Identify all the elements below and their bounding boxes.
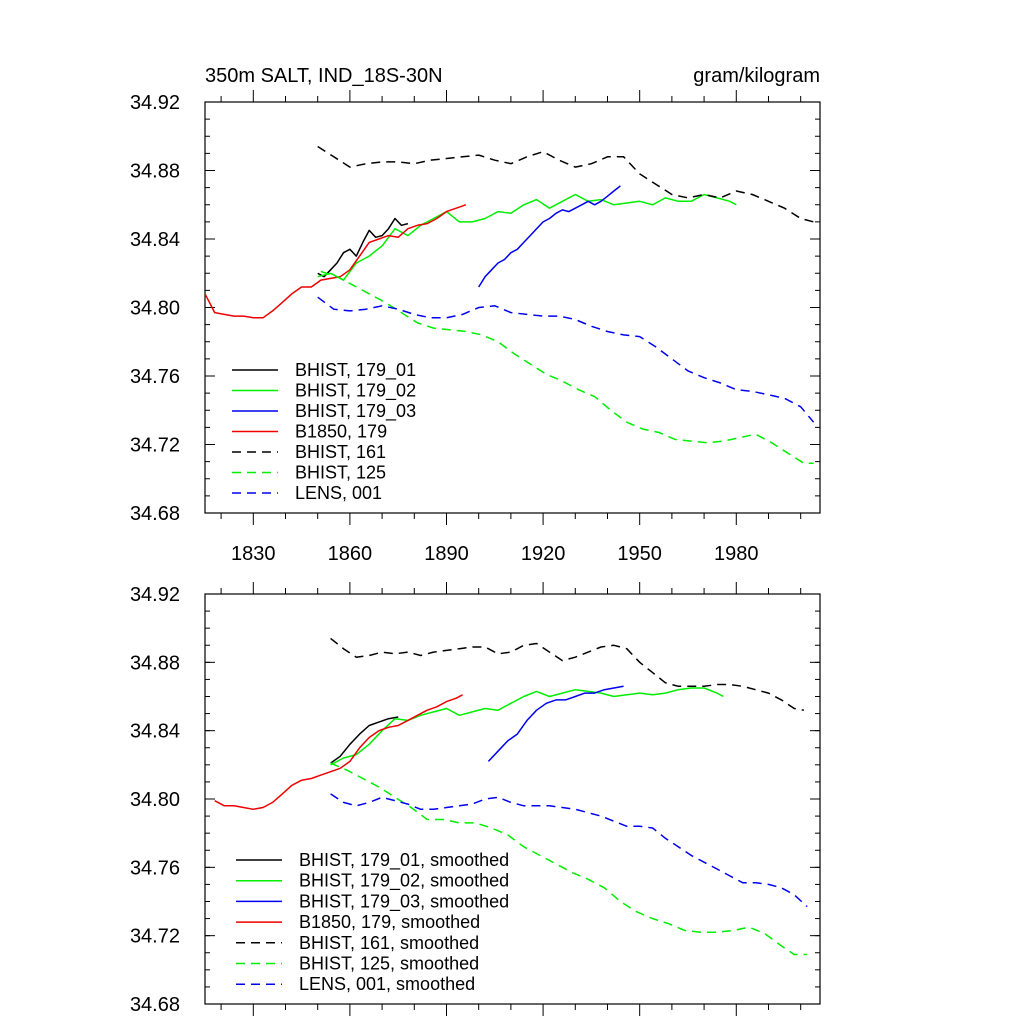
series-line-4 — [214, 694, 463, 811]
bottom-panel: 34.68 34.72 34.76 34.80 34.84 34.88 34.92 BHIST… — [130, 582, 821, 1016]
y-tick-label: 34.88 — [130, 161, 180, 183]
series-line-6 — [330, 762, 808, 956]
series-line-7 — [330, 793, 808, 908]
legend-label: B1850, 179 — [295, 422, 387, 442]
legend-label: BHIST, 161 — [295, 442, 386, 462]
y-tick-label: 34.76 — [130, 366, 180, 388]
series-line-7 — [317, 296, 815, 423]
y-tick-label: 34.72 — [130, 435, 180, 457]
top-panel: 34.68 34.72 34.76 34.80 34.84 34.88 34.92 1830 1… — [130, 90, 821, 565]
legend-label: LENS, 001, smoothed — [299, 974, 475, 994]
x-tick-label: 1980 — [714, 543, 759, 565]
y-tick-label: 34.68 — [130, 994, 180, 1016]
series-line-3 — [478, 185, 621, 288]
series-line-2 — [317, 193, 737, 281]
y-tick-label: 34.80 — [130, 298, 180, 320]
series-line-5 — [330, 637, 805, 711]
y-tick-label: 34.92 — [130, 584, 180, 606]
y-tick-label: 34.84 — [130, 721, 180, 743]
y-tick-label: 34.92 — [130, 92, 180, 114]
x-tick-label: 1860 — [328, 543, 373, 565]
y-tick-label: 34.84 — [130, 229, 180, 251]
y-tick-label: 34.72 — [130, 926, 180, 948]
legend-label: BHIST, 179_03, smoothed — [299, 891, 509, 912]
x-tick-label: 1920 — [521, 543, 566, 565]
series-line-1 — [330, 716, 399, 764]
series-line-4 — [205, 204, 467, 319]
chart-title: 350m SALT, IND_18S-30N — [205, 65, 443, 87]
series-line-3 — [487, 685, 624, 762]
series-line-1 — [317, 217, 409, 278]
legend-label: BHIST, 125, smoothed — [299, 954, 479, 974]
legend-label: BHIST, 179_02, smoothed — [299, 871, 509, 892]
y-tick-label: 34.76 — [130, 857, 180, 879]
series-line-6 — [320, 270, 814, 465]
series-group — [214, 637, 808, 956]
legend-label: BHIST, 179_03 — [295, 401, 416, 422]
legend-label: BHIST, 161, smoothed — [299, 933, 479, 953]
legend-label: LENS, 001 — [295, 483, 382, 503]
legend-label: B1850, 179, smoothed — [299, 912, 480, 932]
series-line-5 — [317, 145, 814, 223]
legend-label: BHIST, 179_01, smoothed — [299, 850, 509, 871]
y-tick-label: 34.88 — [130, 652, 180, 674]
x-tick-label: 1890 — [424, 543, 469, 565]
units-label: gram/kilogram — [693, 65, 820, 87]
legend-label: BHIST, 179_02 — [295, 381, 416, 402]
series-line-2 — [330, 687, 724, 766]
y-tick-label: 34.80 — [130, 789, 180, 811]
legend-label: BHIST, 179_01 — [295, 360, 416, 381]
x-tick-label: 1950 — [617, 543, 662, 565]
series-group — [205, 145, 815, 465]
x-tick-label: 1830 — [231, 543, 276, 565]
y-tick-label: 34.68 — [130, 503, 180, 525]
legend-label: BHIST, 125 — [295, 463, 386, 483]
plot-frame — [204, 593, 821, 1005]
